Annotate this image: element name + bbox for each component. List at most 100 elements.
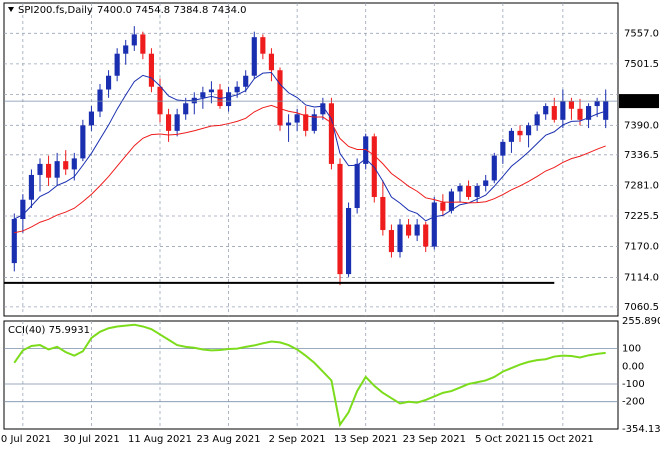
candle-body [586, 106, 592, 120]
candle-body [174, 114, 180, 131]
x-tick-label: 11 Aug 2021 [128, 434, 192, 445]
candle-body [320, 103, 326, 115]
y-tick-label: 7336.5 [624, 150, 659, 161]
y-tick-label: 7114.0 [624, 272, 659, 283]
candle-body [440, 202, 446, 211]
candle-body [11, 219, 17, 264]
candle-body [483, 180, 489, 186]
candle-body [380, 196, 386, 231]
candle-body [337, 163, 343, 275]
candle-body [131, 34, 137, 46]
candles [11, 26, 609, 286]
candle-body [97, 89, 103, 112]
candle-body [363, 136, 369, 164]
candle-body [543, 106, 549, 115]
candle-body [277, 70, 283, 126]
candle-body [603, 101, 609, 120]
x-tick-label: 2 Sep 2021 [269, 434, 326, 445]
candle-body [217, 89, 223, 107]
candle-body [491, 155, 497, 181]
candle-body [157, 86, 163, 115]
x-tick-label: 13 Sep 2021 [334, 434, 397, 445]
current-price-tag [619, 94, 659, 109]
x-tick-label: 23 Aug 2021 [197, 434, 261, 445]
candle-body [406, 224, 412, 236]
x-tick-label: 15 Oct 2021 [532, 434, 594, 445]
cci-tick-label: -200 [622, 397, 645, 408]
candle-body [148, 53, 154, 87]
x-tick-label: 20 Jul 2021 [0, 434, 51, 445]
cci-panel-frame [3, 320, 619, 430]
cci-line [4, 323, 618, 428]
candle-body [37, 163, 43, 175]
candle-body [474, 185, 480, 197]
candle-body [526, 125, 532, 136]
candle-body [346, 207, 352, 275]
candle-body [448, 191, 454, 211]
candle-body [226, 92, 232, 107]
candle-body [140, 34, 146, 54]
candle-body [28, 174, 34, 200]
candle-body [508, 130, 514, 142]
candle-body [114, 53, 120, 76]
candle-body [500, 141, 506, 156]
candle-body [577, 108, 583, 120]
cci-series-line [13, 323, 606, 428]
candle-body [63, 161, 69, 170]
fast-average-line [14, 71, 606, 222]
cci-tick-label: 255.8902 [622, 316, 660, 327]
y-tick-label: 7501.5 [624, 59, 659, 70]
candle-body [328, 103, 334, 164]
cci-tick-label: -100 [622, 379, 645, 390]
candle-body [106, 75, 112, 90]
candle-body [551, 106, 557, 120]
y-tick-label: 7225.5 [624, 211, 659, 222]
cci-tick-label: 100 [622, 344, 641, 355]
candle-body [466, 185, 472, 197]
x-tick-label: 30 Jul 2021 [63, 434, 120, 445]
x-tick-label: 5 Oct 2021 [475, 434, 530, 445]
candle-body [251, 37, 257, 76]
y-tick-label: 7170.0 [624, 242, 659, 253]
candle-body [54, 161, 60, 178]
cci-label: CCI(40) 75.9931 [8, 325, 90, 336]
candle-body [183, 103, 189, 115]
candle-body [286, 122, 292, 126]
candle-body [80, 125, 86, 159]
y-tick-label: 7390.0 [624, 120, 659, 131]
grid [4, 3, 618, 429]
price-panel-frame [3, 2, 619, 317]
x-tick-label: 23 Sep 2021 [403, 434, 466, 445]
candle-body [388, 230, 394, 253]
candle-body [303, 114, 309, 131]
overlays: 7434.0 [4, 71, 659, 284]
candle-body [397, 224, 403, 253]
candle-body [423, 224, 429, 247]
cci-tick-label: 0.00 [622, 361, 644, 372]
candle-body [568, 101, 574, 109]
y-tick-label: 7557.0 [624, 28, 659, 39]
y-tick-label: 7281.0 [624, 180, 659, 191]
y-tick-label: 7060.5 [624, 302, 659, 313]
candle-body [414, 224, 420, 236]
slow-average-line [14, 104, 606, 234]
candle-body [294, 114, 300, 123]
candle-body [234, 86, 240, 93]
candle-body [431, 202, 437, 247]
candle-body [200, 92, 206, 98]
candle-body [311, 114, 317, 131]
symbol-label: SPI200.fs,Daily [18, 5, 93, 16]
candle-body [71, 158, 77, 170]
ohlc-readout: 7400.0 7454.8 7384.8 7434.0 [97, 5, 247, 16]
triangle-down-icon[interactable] [8, 7, 14, 12]
candle-body [46, 163, 52, 178]
candle-body [534, 114, 540, 126]
candle-body [354, 163, 360, 208]
cci-tick-label: -354.135 [622, 424, 660, 435]
candle-body [517, 130, 523, 136]
candle-body [123, 45, 129, 54]
candle-body [457, 185, 463, 192]
candle-body [268, 53, 274, 71]
candle-body [243, 75, 249, 87]
